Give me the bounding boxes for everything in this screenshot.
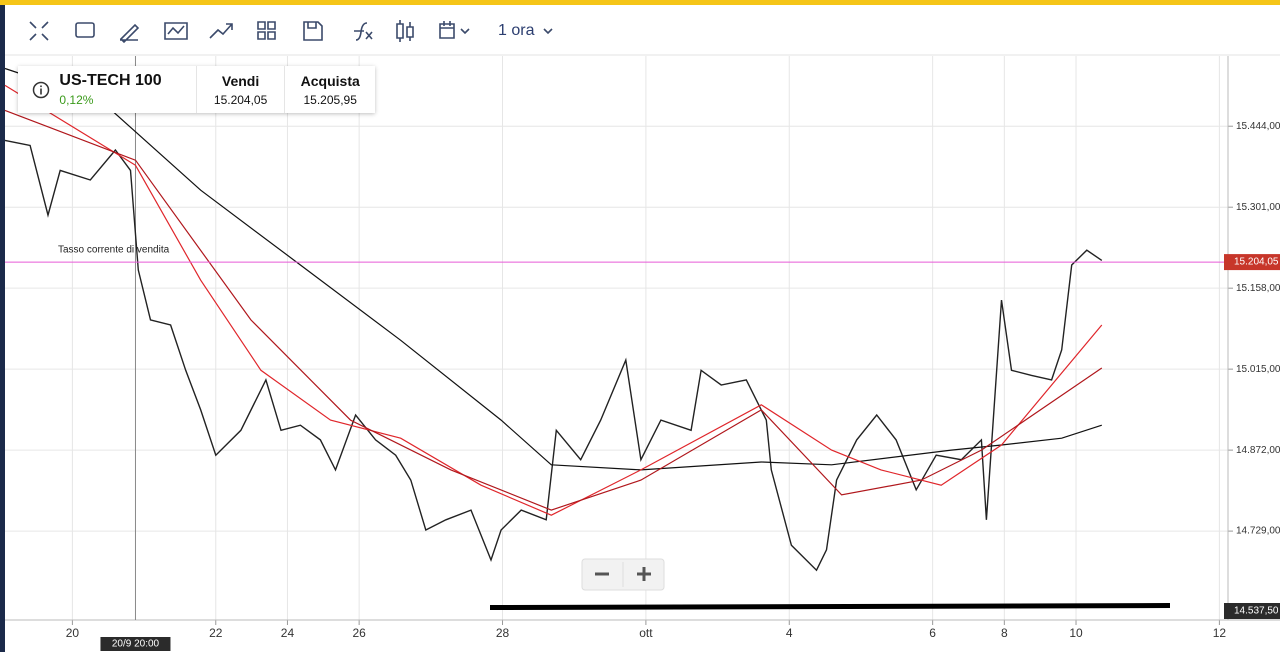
x-tick-label: 12: [1213, 626, 1227, 640]
y-tick-label: 14.729,00: [1236, 526, 1280, 537]
x-tick-label: 28: [496, 626, 510, 640]
x-tick-label: 6: [929, 626, 936, 640]
x-tick-label: 24: [281, 626, 295, 640]
save-icon[interactable]: [303, 21, 323, 41]
zoom-in[interactable]: [637, 567, 651, 581]
x-tick-label: 10: [1069, 626, 1083, 640]
toolbar-icons: [29, 20, 553, 44]
current-price-tag: [1224, 254, 1280, 271]
crosshair-label: 20/9 20:00: [112, 639, 160, 650]
buy-price: 15.205,95: [303, 92, 357, 107]
plot-area: 20 22 24 26 28 ott 4 6 8 10 12 14.729,00 14.872,00 15…: [4, 56, 1280, 651]
x-tick-label: 20: [66, 626, 80, 640]
info-icon[interactable]: [32, 81, 50, 99]
note-icon[interactable]: [75, 22, 95, 38]
x-tick-label: 26: [352, 626, 366, 640]
x-tick-label: 22: [209, 626, 223, 640]
indicator-icon[interactable]: [164, 22, 188, 40]
support-line: [489, 603, 1171, 611]
x-tick-label: 8: [1001, 626, 1008, 640]
current-price-label: 15.204,05: [1234, 257, 1279, 268]
sell-label: Vendi: [221, 72, 260, 89]
price-line: [4, 109, 1103, 511]
trend-icon[interactable]: [209, 23, 233, 39]
collapse-icon[interactable]: [29, 21, 49, 41]
layout-icon[interactable]: [257, 21, 276, 40]
zoom-control: [581, 558, 665, 591]
draw-icon[interactable]: [119, 23, 140, 44]
x-tick-label: 4: [786, 626, 793, 640]
sell-price: 15.204,05: [213, 92, 268, 107]
instrument-panel: US-TECH 100 0,12% Vendi 15.204,05 Acquis…: [18, 66, 375, 113]
calendar-caret[interactable]: [460, 28, 470, 35]
calendar-icon[interactable]: [439, 21, 455, 39]
price-tag-label: 14.537,50: [1234, 606, 1279, 617]
y-tick-label: 14.872,00: [1236, 445, 1280, 456]
y-tick-label: 15.158,00: [1236, 283, 1280, 294]
name-cell: US-TECH 100 0,12%: [53, 66, 197, 113]
interval-caret[interactable]: [543, 28, 553, 35]
price-line: [4, 67, 1102, 471]
instrument-change: 0,12%: [59, 93, 94, 107]
info-cell: [18, 66, 53, 113]
y-tick-label: 15.015,00: [1236, 364, 1280, 375]
x-tick-label: ott: [639, 626, 653, 640]
price-line: [4, 139, 1103, 572]
crosshair-tag: [100, 637, 171, 651]
top-stripe: [0, 0, 1280, 5]
annotation: Tasso corrente di vendita: [58, 245, 170, 256]
sell-cell[interactable]: Vendi 15.204,05: [197, 66, 286, 113]
function-icon[interactable]: [354, 22, 373, 41]
y-tick-label: 15.444,00: [1236, 121, 1280, 132]
y-tick-label: 15.301,00: [1236, 202, 1280, 213]
candle-icon[interactable]: [396, 20, 414, 42]
price-tag: [1224, 603, 1280, 619]
buy-label: Acquista: [300, 72, 360, 89]
instrument-name: US-TECH 100: [59, 72, 162, 89]
left-stripe: [0, 5, 5, 652]
plot-background: [5, 56, 1228, 620]
interval-selector[interactable]: 1 ora: [498, 22, 535, 39]
buy-cell[interactable]: Acquista 15.205,95: [285, 66, 375, 113]
